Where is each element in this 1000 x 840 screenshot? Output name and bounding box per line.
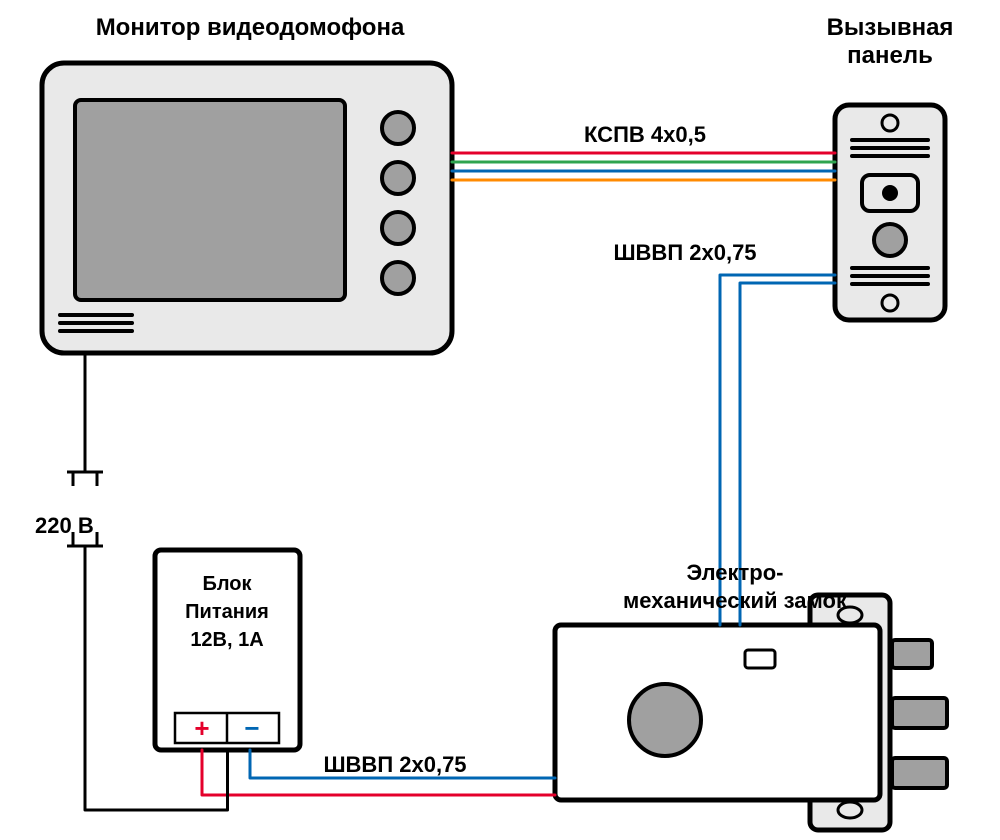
voltage-label: 220 В — [35, 513, 94, 538]
monitor-device — [42, 63, 452, 353]
panel-title-line1: Вызывная — [827, 14, 954, 41]
panel-title-line2: панель — [847, 42, 933, 69]
monitor-title: Монитор видеодомофона — [96, 14, 405, 41]
psu-plus: + — [194, 713, 209, 743]
lock-line1: Электро- — [686, 560, 783, 585]
psu-line2: Питания — [185, 601, 269, 623]
cable1-label: КСПВ 4х0,5 — [584, 122, 706, 147]
lock-line2: механический замок — [623, 588, 848, 613]
cable2-label: ШВВП 2х0,75 — [613, 240, 756, 265]
call-panel-device — [835, 105, 945, 320]
psu-minus: − — [244, 713, 259, 743]
psu-line3: 12В, 1А — [190, 629, 263, 651]
lock-device — [555, 595, 947, 830]
cable3-label: ШВВП 2х0,75 — [323, 752, 466, 777]
psu-line1: Блок — [202, 573, 252, 595]
